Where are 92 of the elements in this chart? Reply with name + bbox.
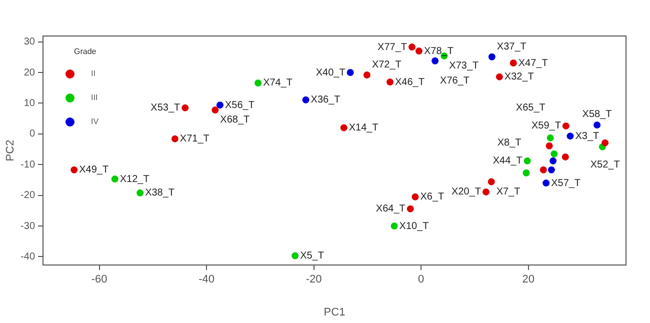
point — [488, 53, 496, 60]
point — [408, 44, 416, 51]
legend-title: Grade — [74, 47, 97, 56]
point — [390, 222, 398, 230]
data-label: X64_T — [376, 204, 406, 215]
data-label: X36_T — [310, 94, 340, 106]
point — [346, 69, 354, 76]
data-label: X65_T — [516, 102, 546, 114]
data-label: X5_T — [300, 250, 324, 262]
data-label: X6_T — [420, 192, 444, 203]
data-label: X78_T — [424, 46, 454, 57]
data-label: X10_T — [399, 220, 429, 232]
point — [363, 71, 370, 78]
legend-label: III — [91, 93, 98, 102]
point — [546, 134, 554, 142]
y-tick-label: 10 — [24, 98, 36, 109]
point — [542, 180, 550, 187]
point — [406, 205, 414, 212]
x-tick-label: -40 — [198, 274, 215, 286]
point — [524, 157, 531, 164]
point — [550, 150, 558, 158]
data-label: X8_T — [497, 138, 522, 149]
data-label: X76_T — [440, 76, 470, 87]
legend-label: II — [91, 69, 96, 78]
y-tick-label: -40 — [20, 251, 36, 262]
data-label: X40_T — [316, 67, 346, 78]
point — [594, 122, 601, 129]
data-label: X12_T — [120, 174, 150, 185]
data-label: X68_T — [220, 114, 250, 126]
data-label: X14_T — [348, 122, 378, 134]
point — [182, 104, 189, 112]
point — [488, 178, 495, 186]
point — [171, 135, 178, 142]
x-tick-label: 0 — [418, 274, 424, 286]
point — [340, 124, 348, 132]
data-label: X77_T — [378, 42, 408, 53]
data-label: X56_T — [224, 100, 254, 111]
point — [602, 139, 609, 146]
data-label: X74_T — [263, 78, 293, 89]
point — [111, 176, 118, 183]
x-tick-label: -20 — [306, 274, 322, 286]
x-tick-label: -60 — [91, 274, 108, 286]
data-label: X53_T — [150, 102, 180, 114]
point — [550, 157, 557, 164]
point — [70, 166, 78, 174]
point — [415, 48, 422, 55]
data-label: X20_T — [452, 186, 482, 198]
x-tick-label: 20 — [522, 274, 535, 286]
data-label: X7_T — [496, 186, 520, 198]
data-label: X57_T — [551, 178, 581, 189]
legend-label: IV — [91, 117, 100, 126]
data-label: X71_T — [180, 134, 210, 145]
y-tick-label: 20 — [24, 67, 36, 78]
point — [292, 252, 299, 260]
point — [562, 153, 569, 160]
point — [216, 102, 224, 109]
point — [540, 166, 547, 174]
data-label: X72_T — [372, 60, 402, 71]
data-label: X46_T — [395, 76, 424, 88]
x-axis-title: PC1 — [324, 306, 346, 318]
y-tick-label: -20 — [20, 190, 36, 202]
point — [386, 78, 394, 86]
point — [482, 188, 490, 196]
data-label: X32_T — [504, 72, 534, 83]
data-label: X49_T — [79, 164, 109, 176]
data-label: X73_T — [449, 60, 479, 72]
point — [412, 193, 419, 200]
point — [254, 79, 262, 86]
point — [562, 122, 570, 130]
data-label: X58_T — [582, 108, 612, 120]
data-label: X47_T — [518, 58, 548, 69]
point — [432, 57, 439, 64]
data-label: X44_T — [492, 156, 522, 167]
y-axis-title: PC2 — [4, 140, 17, 162]
y-tick-label: 0 — [29, 128, 36, 140]
data-label: X59_T — [531, 120, 561, 132]
point — [546, 142, 553, 150]
point — [510, 60, 517, 67]
y-tick-label: 30 — [24, 36, 36, 48]
point — [522, 169, 530, 176]
point — [496, 73, 503, 80]
point — [212, 106, 219, 114]
y-tick-label: -30 — [20, 220, 36, 232]
data-label: X3_T — [575, 130, 600, 142]
point — [566, 132, 574, 140]
point — [136, 189, 144, 196]
point — [302, 96, 310, 104]
data-label: X37_T — [496, 42, 526, 53]
data-label: X52_T — [590, 160, 620, 171]
point — [548, 166, 555, 174]
y-tick-label: -10 — [20, 159, 36, 170]
data-label: X38_T — [145, 188, 175, 199]
